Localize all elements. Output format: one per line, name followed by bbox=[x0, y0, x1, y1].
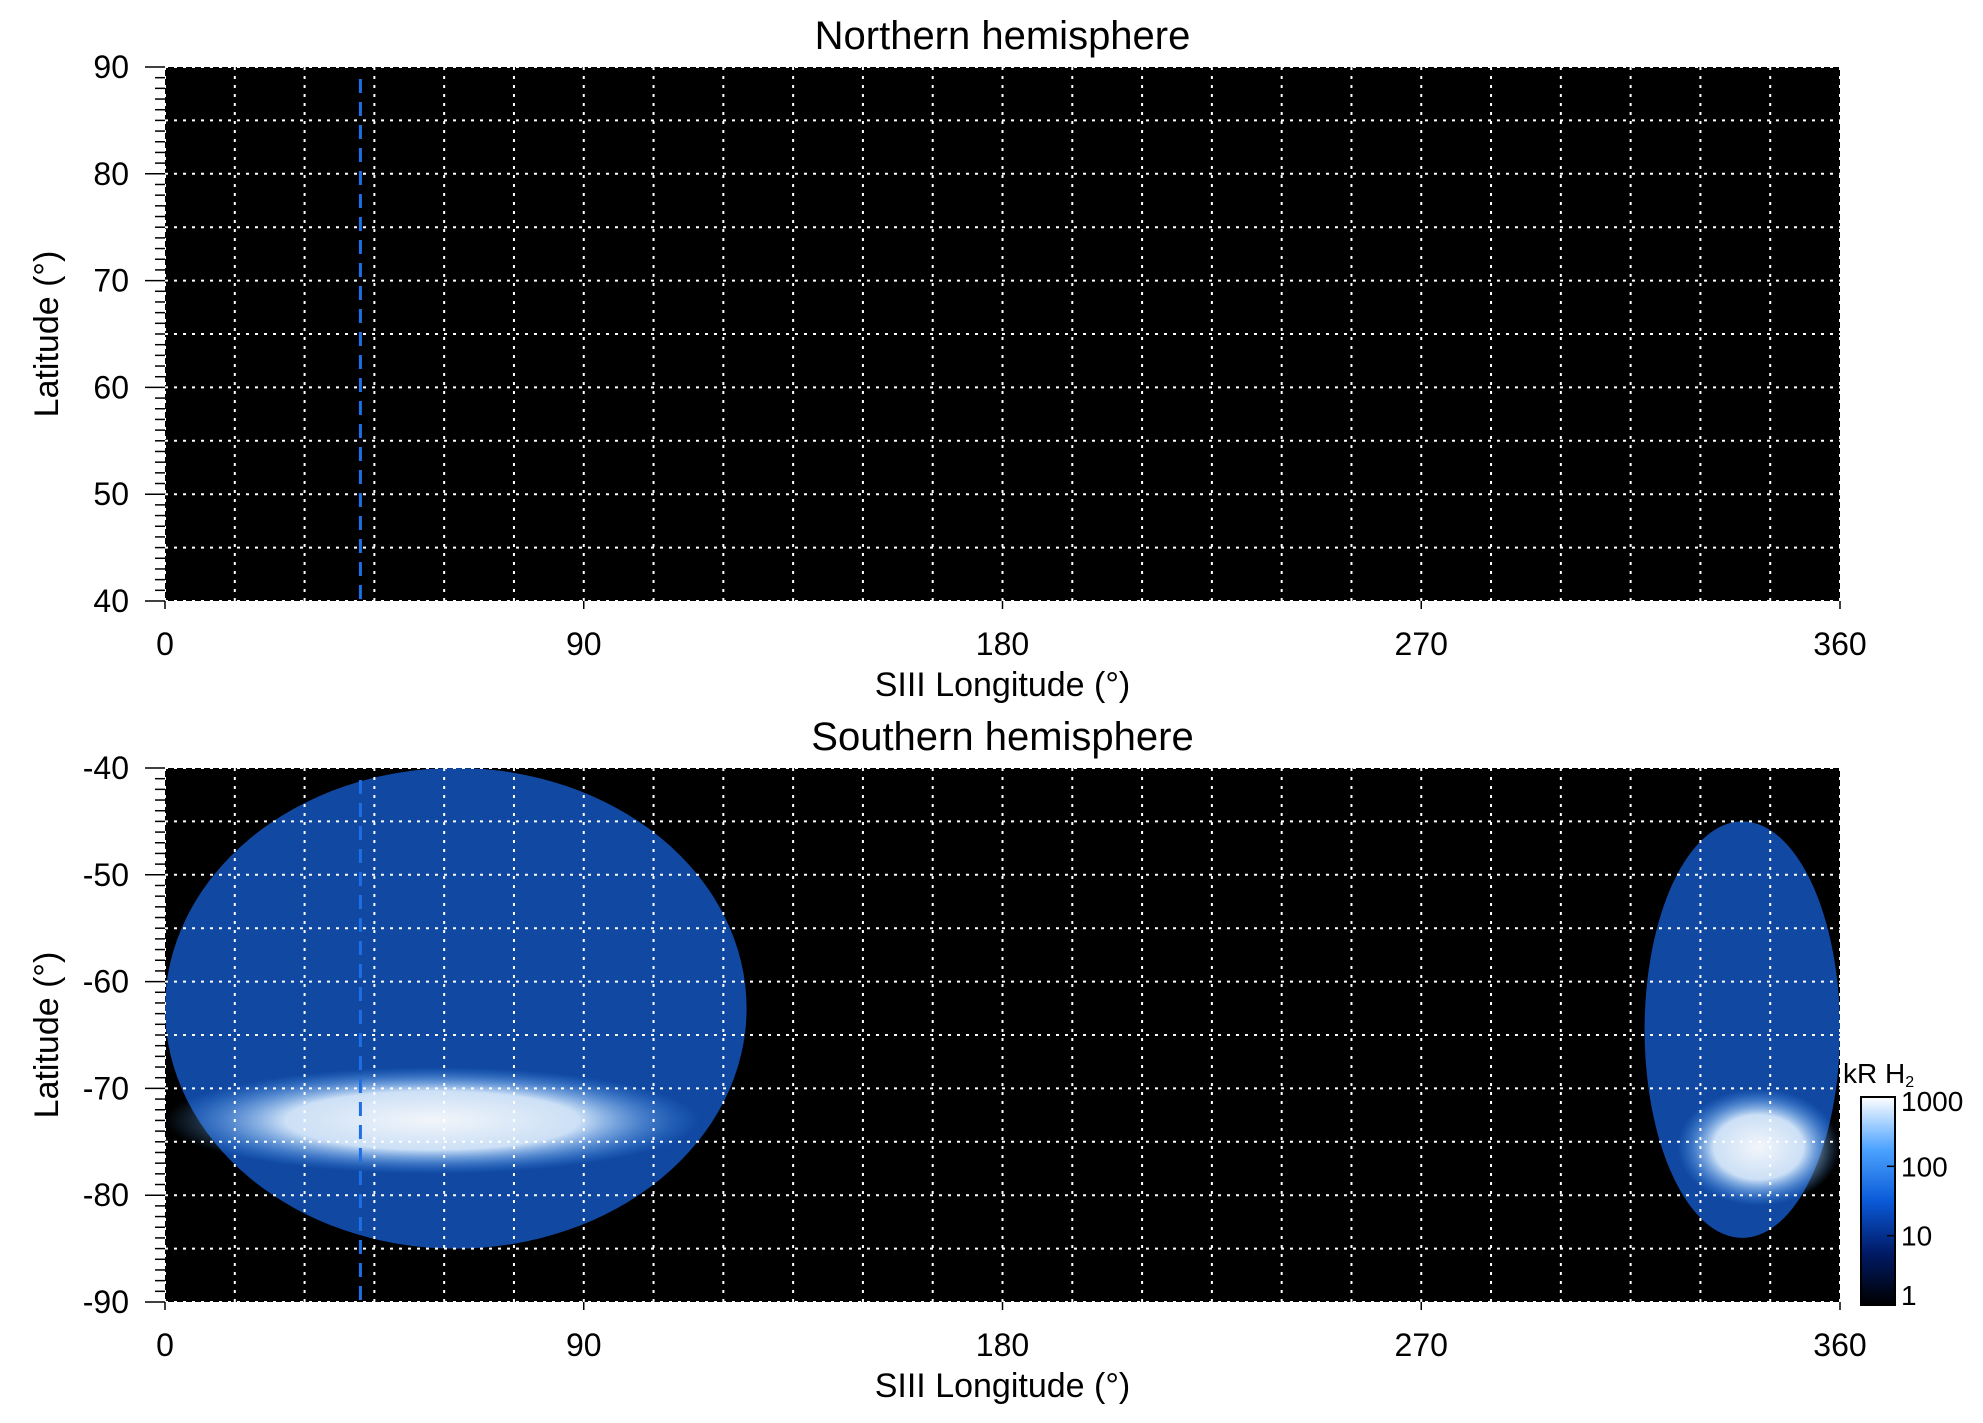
southern-grid bbox=[164, 767, 1841, 1303]
colorbar-tick-label: 1 bbox=[1901, 1280, 1917, 1311]
y-tick-label: -40 bbox=[83, 750, 129, 786]
x-tick-label: 180 bbox=[976, 1327, 1029, 1363]
y-tick-label: 40 bbox=[93, 583, 129, 619]
northern-y-ticks: 40 50 60 70 80 90 bbox=[93, 49, 165, 619]
x-tick-label: 90 bbox=[566, 626, 602, 662]
northern-grid bbox=[164, 66, 1841, 602]
northern-x-label: SIII Longitude (°) bbox=[875, 666, 1131, 704]
x-tick-label: 360 bbox=[1813, 626, 1866, 662]
southern-y-ticks: -90 -80 -70 -60 -50 -40 bbox=[83, 750, 165, 1320]
colorbar-tick-label: 1000 bbox=[1901, 1086, 1963, 1117]
southern-x-ticks: 0 90 180 270 360 bbox=[156, 1302, 1867, 1363]
southern-panel: Southern hemisphere -90 -80 -70 -60 -50 -40 0… bbox=[28, 715, 1867, 1405]
x-tick-label: 0 bbox=[156, 626, 174, 662]
y-tick-label: 60 bbox=[93, 369, 129, 405]
y-tick-label: 70 bbox=[93, 263, 129, 299]
y-tick-label: -90 bbox=[83, 1284, 129, 1320]
southern-x-label: SIII Longitude (°) bbox=[875, 1367, 1131, 1405]
y-tick-label: -60 bbox=[83, 964, 129, 1000]
y-tick-label: 90 bbox=[93, 49, 129, 85]
x-tick-label: 180 bbox=[976, 626, 1029, 662]
northern-x-ticks: 0 90 180 270 360 bbox=[156, 601, 1867, 662]
y-tick-label: -70 bbox=[83, 1070, 129, 1106]
northern-panel: Northern hemisphere 40 50 60 70 80 90 0 90 180 2… bbox=[28, 14, 1867, 704]
northern-title: Northern hemisphere bbox=[815, 14, 1191, 58]
x-tick-label: 270 bbox=[1395, 626, 1448, 662]
northern-y-label: Latitude (°) bbox=[28, 251, 66, 418]
southern-title: Southern hemisphere bbox=[811, 715, 1193, 759]
x-tick-label: 0 bbox=[156, 1327, 174, 1363]
diffuse-emission-region bbox=[165, 768, 747, 1249]
x-tick-label: 360 bbox=[1813, 1327, 1866, 1363]
colorbar-tick-label: 100 bbox=[1901, 1151, 1948, 1182]
colorbar: kR H2 1 10 100 1000 bbox=[1843, 1058, 1963, 1311]
colorbar-ticks: 1 10 100 1000 bbox=[1887, 1086, 1963, 1311]
x-tick-label: 270 bbox=[1395, 1327, 1448, 1363]
auroral-oval-region bbox=[1677, 1088, 1840, 1206]
southern-emission-layer bbox=[165, 768, 1840, 1249]
y-tick-label: -50 bbox=[83, 857, 129, 893]
colorbar-scale bbox=[1860, 1096, 1896, 1306]
colorbar-label: kR H2 bbox=[1843, 1058, 1914, 1091]
colorbar-label-subscript: 2 bbox=[1905, 1074, 1914, 1091]
x-tick-label: 90 bbox=[566, 1327, 602, 1363]
y-tick-label: 50 bbox=[93, 476, 129, 512]
auroral-oval-region bbox=[165, 1067, 701, 1174]
colorbar-tick-label: 10 bbox=[1901, 1221, 1932, 1252]
southern-y-label: Latitude (°) bbox=[28, 952, 66, 1119]
colorbar-label-main: kR H bbox=[1843, 1058, 1905, 1089]
y-tick-label: -80 bbox=[83, 1177, 129, 1213]
y-tick-label: 80 bbox=[93, 156, 129, 192]
